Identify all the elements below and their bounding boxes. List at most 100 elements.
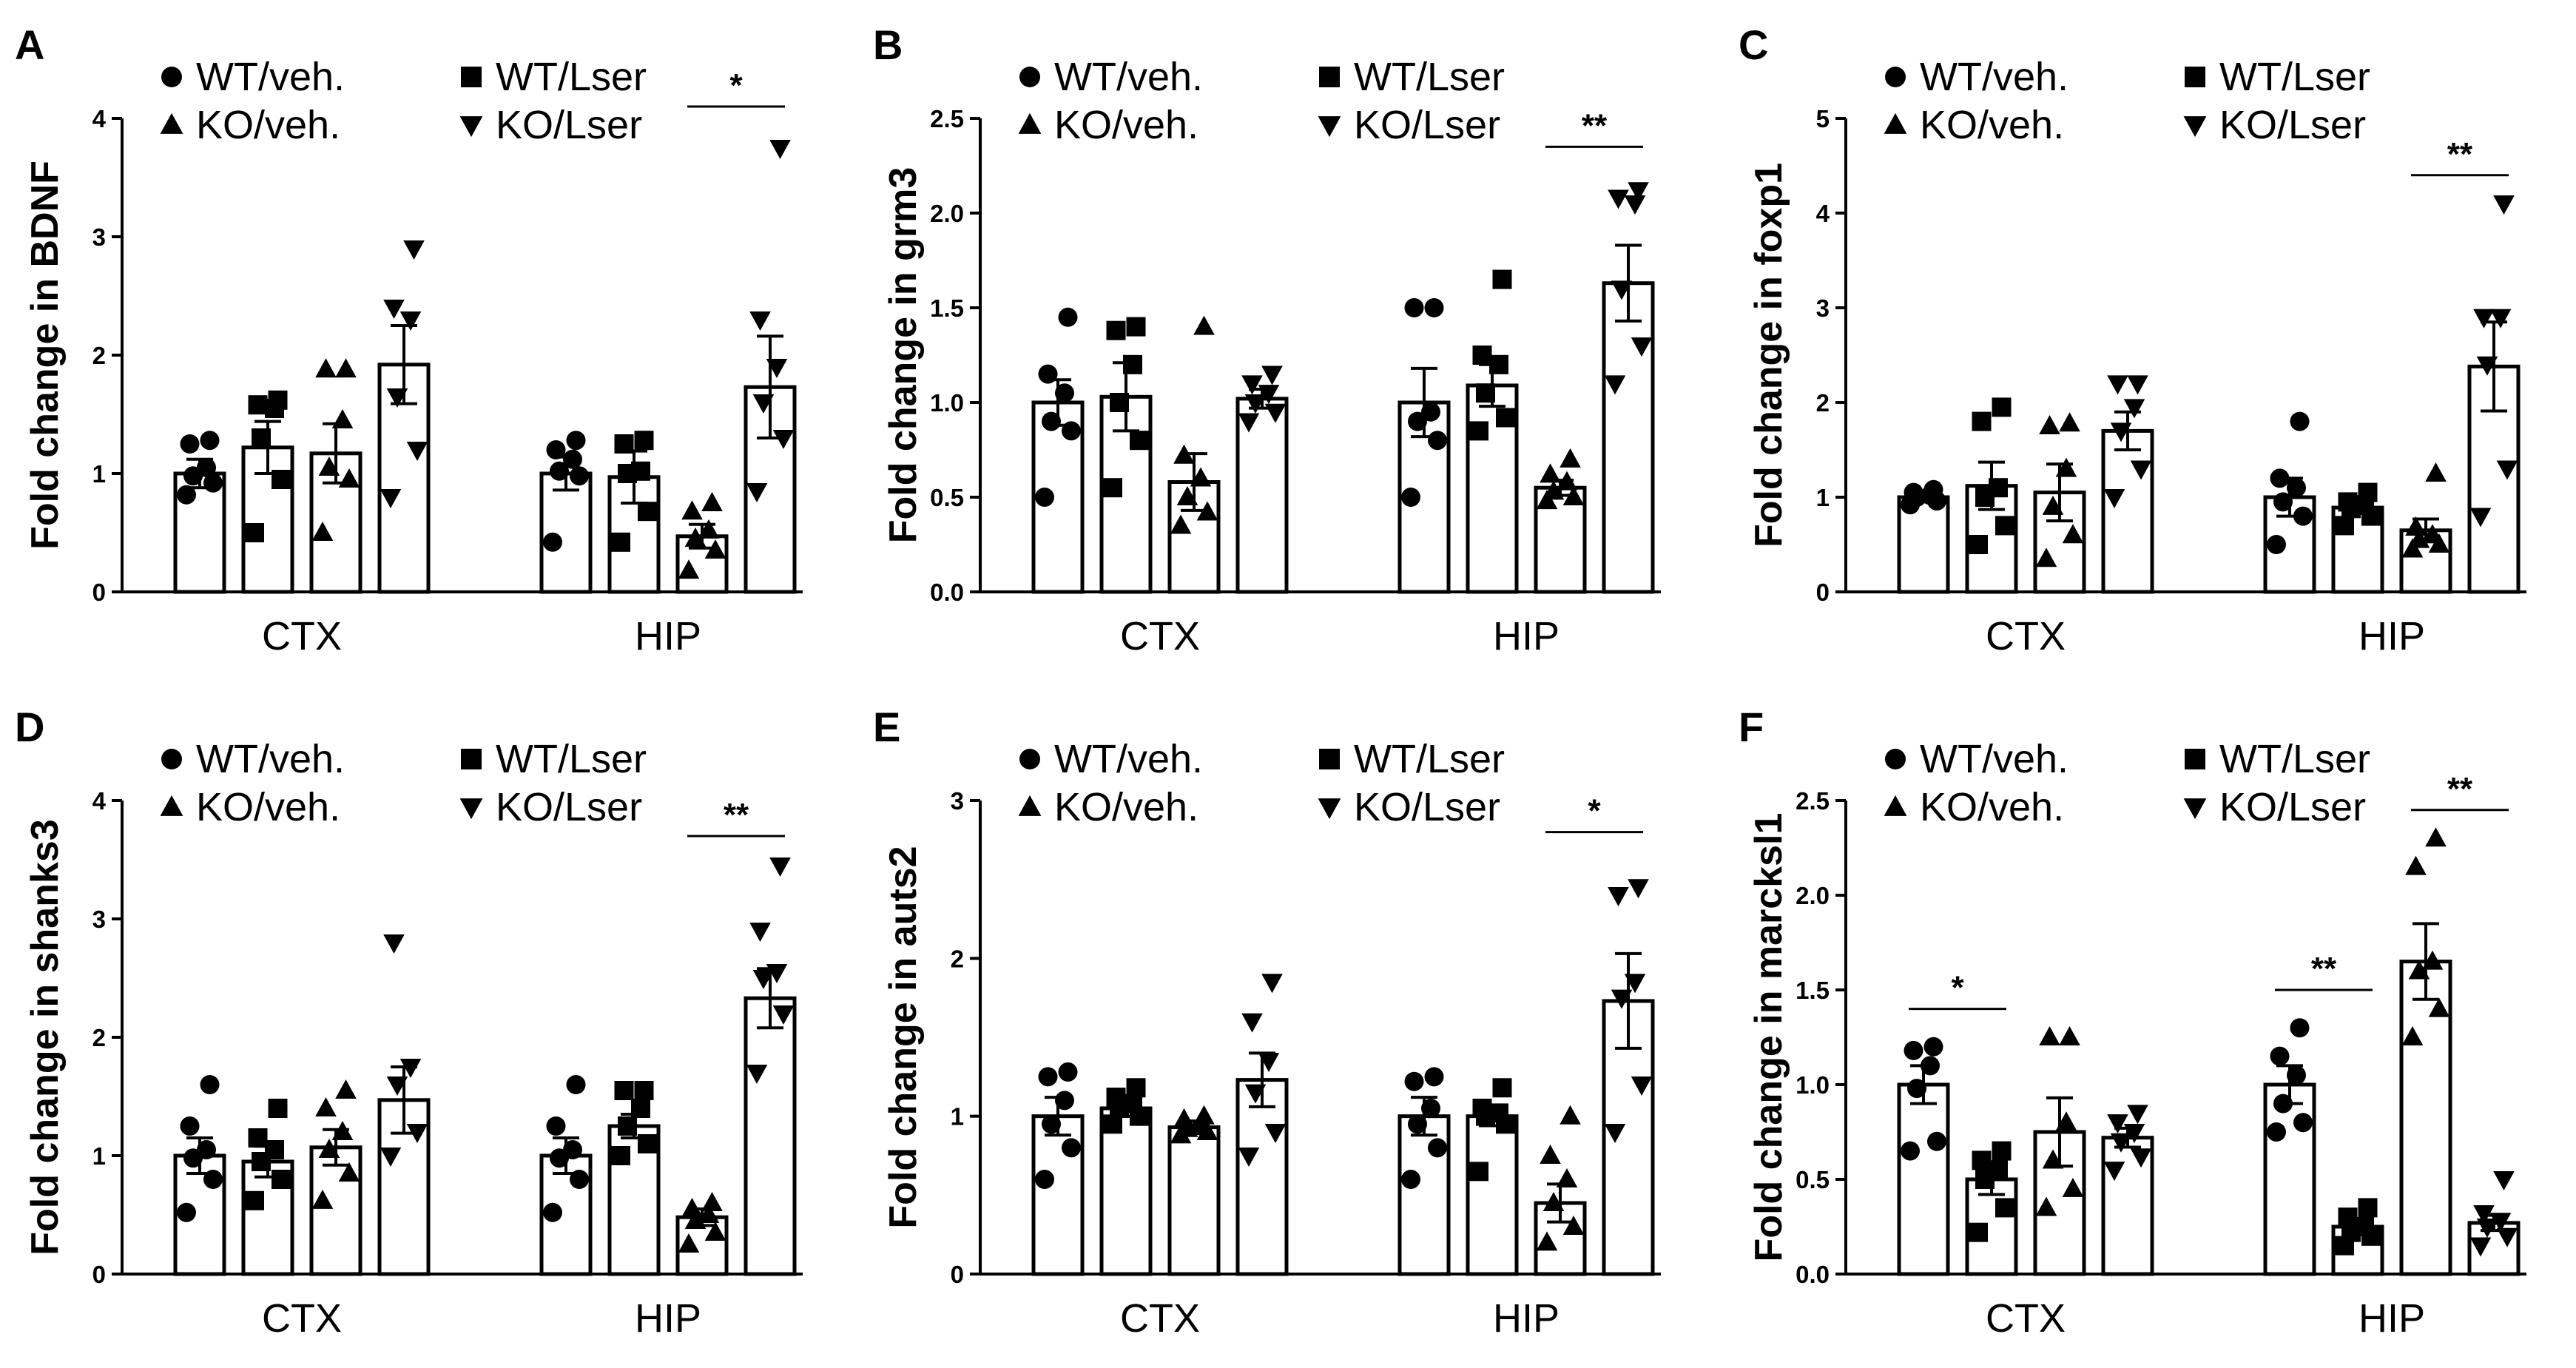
data-point: [1404, 298, 1424, 317]
data-point: [268, 1099, 288, 1118]
data-point: [2476, 1218, 2498, 1238]
data-point: [272, 470, 291, 489]
data-point: [1401, 1170, 1420, 1189]
data-point: [2476, 356, 2498, 376]
y-axis-label: Fold change in auts2: [882, 846, 925, 1228]
data-point: [772, 429, 795, 449]
data-point: [245, 1190, 264, 1210]
data-point: [1428, 1138, 1447, 1158]
data-point: [1173, 444, 1195, 464]
data-point: [698, 1204, 720, 1224]
data-point: [1042, 411, 1061, 431]
legend-label: KO/Lser: [2219, 785, 2366, 829]
legend-marker: [1019, 749, 1040, 769]
data-point: [2496, 1227, 2518, 1247]
data-point: [1193, 315, 1215, 335]
data-point: [2428, 997, 2450, 1017]
data-point: [1472, 346, 1492, 365]
data-point: [550, 461, 569, 481]
data-point: [1472, 1099, 1492, 1118]
y-tick-label: 1.5: [930, 294, 964, 322]
data-point: [2293, 506, 2313, 526]
significance-label: **: [2447, 136, 2473, 172]
data-point: [701, 492, 723, 512]
y-tick-label: 3: [92, 906, 106, 933]
data-point: [338, 1162, 360, 1182]
data-point: [1062, 421, 1081, 441]
data-point: [752, 394, 775, 414]
data-point: [1927, 1131, 1946, 1151]
data-point: [1264, 1123, 1287, 1143]
data-point: [2425, 462, 2447, 482]
data-point: [684, 528, 707, 547]
legend-label: KO/Lser: [496, 103, 642, 147]
data-point: [1176, 486, 1198, 506]
data-point: [1628, 879, 1649, 899]
data-point: [749, 311, 771, 331]
data-point: [1042, 1114, 1061, 1134]
y-axis-label: Fold change in foxp1: [1747, 163, 1790, 547]
data-point: [1608, 189, 1629, 209]
significance-label: *: [1951, 970, 1964, 1006]
data-point: [1258, 1052, 1280, 1072]
chart-panel-B: B 0.0 0.5 1.0 1.5 2.0 2.5 Fold change in grm3 CT…: [873, 21, 1661, 658]
data-point: [2039, 1026, 2060, 1046]
data-point: [2355, 1217, 2374, 1236]
legend-marker: [459, 798, 483, 820]
data-point: [2130, 1148, 2152, 1168]
data-point: [684, 1210, 707, 1230]
data-point: [749, 922, 771, 942]
data-point: [197, 458, 216, 477]
data-point: [681, 500, 703, 520]
data-point: [248, 1128, 268, 1148]
y-tick-label: 0.0: [930, 579, 964, 606]
legend-label: KO/Lser: [496, 785, 642, 829]
data-point: [1126, 1078, 1146, 1098]
data-point: [1193, 1105, 1215, 1125]
y-axis-label: Fold change in grm3: [882, 167, 925, 544]
data-point: [1106, 320, 1126, 340]
data-point: [203, 473, 223, 493]
data-point: [1476, 383, 1495, 403]
legend-label: WT/Lser: [1354, 55, 1505, 99]
data-point: [746, 1064, 768, 1084]
data-point: [1923, 479, 1943, 499]
panel-letter: B: [873, 21, 903, 68]
data-point: [2127, 1105, 2148, 1125]
data-point: [1489, 1103, 1508, 1123]
data-point: [2103, 1162, 2125, 1182]
legend-marker: [1319, 67, 1340, 87]
data-point: [1992, 397, 2012, 417]
x-group-label: HIP: [635, 614, 701, 658]
data-point: [1238, 413, 1260, 433]
data-point: [678, 1233, 700, 1253]
data-point: [1130, 431, 1149, 451]
legend-label: KO/Lser: [2219, 103, 2366, 147]
data-point: [1428, 431, 1447, 451]
legend-marker: [1884, 795, 1907, 816]
data-point: [1611, 989, 1633, 1009]
data-point: [2469, 1237, 2492, 1257]
data-point: [543, 1202, 562, 1222]
data-point: [1562, 1216, 1585, 1236]
data-point: [1542, 1192, 1565, 1212]
data-point: [611, 532, 630, 552]
data-point: [1103, 478, 1122, 498]
bar: [1466, 1114, 1519, 1276]
y-tick-label: 2: [1816, 389, 1830, 417]
data-point: [1055, 1091, 1074, 1111]
data-point: [1424, 298, 1444, 317]
y-tick-label: 4: [92, 105, 107, 132]
data-point: [1258, 385, 1280, 405]
data-point: [2107, 375, 2128, 395]
data-point: [1123, 354, 1142, 374]
data-point: [1923, 1037, 1943, 1057]
data-point: [1536, 1231, 1558, 1251]
chart-panel-C: C 0 1 2 3 4 5 Fold change in foxp1 CTX HIP ** WT/ve…: [1739, 21, 2526, 658]
data-point: [380, 488, 402, 508]
data-point: [2287, 478, 2306, 498]
y-tick-label: 1: [1816, 484, 1830, 511]
y-tick-label: 3: [1816, 294, 1830, 322]
x-group-label: HIP: [635, 1296, 701, 1341]
legend-label: WT/veh.: [1920, 55, 2068, 99]
